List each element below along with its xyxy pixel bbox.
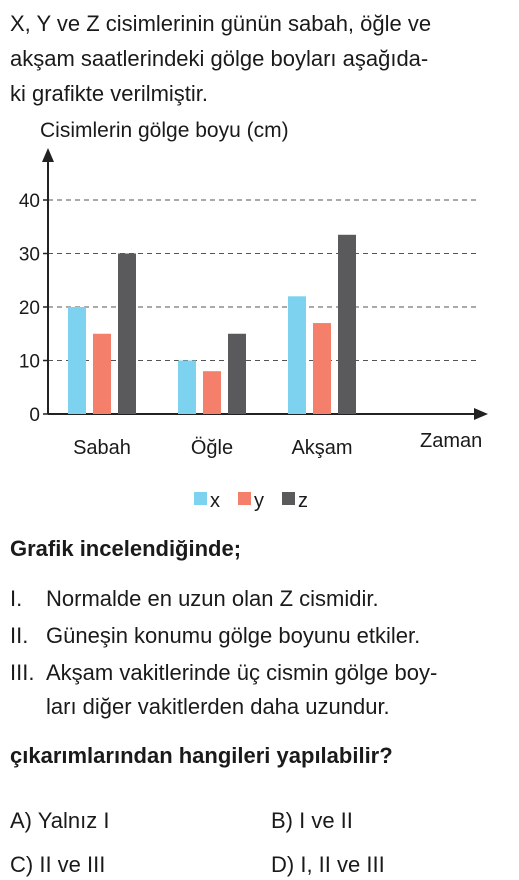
y-tick-label: 40 xyxy=(19,191,40,212)
legend-label-y: y xyxy=(254,490,264,512)
option-a[interactable]: A) Yalnız I xyxy=(10,808,110,833)
y-tick-label: 30 xyxy=(19,245,40,266)
bar-y-akşam xyxy=(313,323,331,414)
bar-x-öğle xyxy=(178,360,196,414)
option-c[interactable]: C) II ve III xyxy=(10,852,106,877)
bar-x-sabah xyxy=(68,307,86,414)
y-tick-label: 20 xyxy=(19,298,40,319)
statement-number: III. xyxy=(10,660,35,685)
bar-z-akşam xyxy=(338,234,356,414)
legend-swatch-z xyxy=(282,492,295,505)
intro-line: akşam saatlerindeki gölge boyları aşağıd… xyxy=(10,46,429,71)
x-tick-label: Öğle xyxy=(191,437,233,459)
statement-text: Normalde en uzun olan Z cismidir. xyxy=(46,586,379,611)
statement-2: II. Güneşin konumu gölge boyunu etkiler. xyxy=(10,619,420,653)
statement-3: III. Akşam vakitlerinde üç cismin gölge b… xyxy=(10,656,437,724)
bar-z-öğle xyxy=(228,333,246,414)
option-d[interactable]: D) I, II ve III xyxy=(271,852,385,877)
legend-label-z: z xyxy=(298,490,308,512)
legend-swatch-y xyxy=(238,492,251,505)
x-tick-label: Sabah xyxy=(73,437,131,459)
x-axis-label: Zaman xyxy=(420,430,482,452)
bar-x-akşam xyxy=(288,296,306,414)
y-tick-label: 10 xyxy=(19,352,40,373)
statement-text: Güneşin konumu gölge boyunu etkiler. xyxy=(46,623,421,648)
statement-text: Akşam vakitlerinde üç cismin gölge boy- xyxy=(46,660,438,685)
intro-text: X, Y ve Z cisimlerinin günün sabah, öğle… xyxy=(10,6,515,111)
y-axis-label: Cisimlerin gölge boyu (cm) xyxy=(40,119,289,142)
intro-line: ki grafikte verilmiştir. xyxy=(10,81,209,106)
y-axis-arrow xyxy=(42,148,54,162)
bar-y-öğle xyxy=(203,371,221,414)
legend-swatch-x xyxy=(194,492,207,505)
option-b[interactable]: B) I ve II xyxy=(271,808,353,833)
statement-1: I. Normalde en uzun olan Z cismidir. xyxy=(10,582,379,616)
statement-number: I. xyxy=(10,586,23,611)
bar-y-sabah xyxy=(93,333,111,414)
question-prompt: çıkarımlarından hangileri yapılabilir? xyxy=(10,743,393,768)
x-axis-arrow xyxy=(474,408,488,420)
bar-z-sabah xyxy=(118,253,136,414)
statement-number: II. xyxy=(10,623,29,648)
shadow-length-chart: Cisimlerin gölge boyu (cm) 0 10 20 30 40 Sabah… xyxy=(19,119,488,512)
y-tick-label: 0 xyxy=(29,405,40,426)
legend-label-x: x xyxy=(210,490,220,512)
x-tick-label: Akşam xyxy=(291,437,352,459)
question-heading: Grafik incelendiğinde; xyxy=(10,536,242,561)
statement-text-continued: ları diğer vakitlerden daha uzundur. xyxy=(46,694,390,719)
intro-line: X, Y ve Z cisimlerinin günün sabah, öğle… xyxy=(10,11,432,36)
